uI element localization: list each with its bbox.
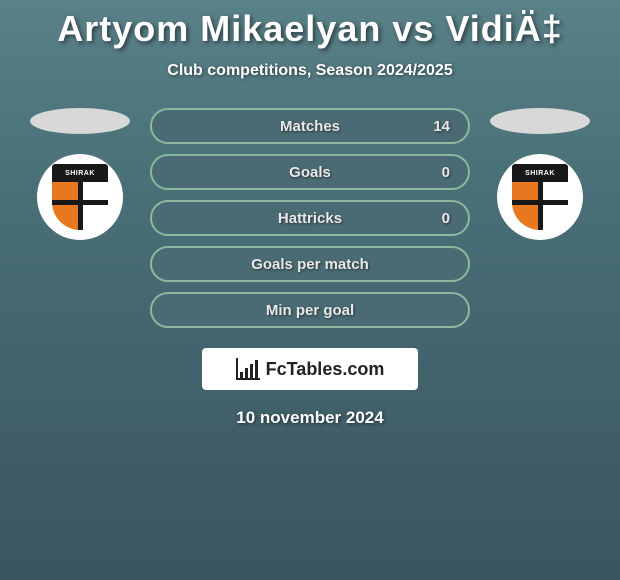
- site-logo[interactable]: FcTables.com: [202, 348, 418, 390]
- shield-icon: SHIRAK: [512, 164, 568, 230]
- badge-text: SHIRAK: [65, 170, 95, 177]
- club-badge-left: SHIRAK: [37, 154, 123, 240]
- stat-row-matches: Matches 14: [150, 108, 470, 144]
- stat-row-goals-per-match: Goals per match: [150, 246, 470, 282]
- stat-row-min-per-goal: Min per goal: [150, 292, 470, 328]
- stat-row-hattricks: Hattricks 0: [150, 200, 470, 236]
- stat-label: Goals: [289, 164, 331, 181]
- stat-value-right: 0: [442, 164, 450, 181]
- stat-label: Hattricks: [278, 210, 342, 227]
- stat-label: Matches: [280, 118, 340, 135]
- stat-value-right: 14: [433, 118, 450, 135]
- chart-icon: [236, 358, 260, 380]
- stat-row-goals: Goals 0: [150, 154, 470, 190]
- stat-value-right: 0: [442, 210, 450, 227]
- stat-label: Goals per match: [251, 256, 369, 273]
- player-left-oval: [30, 108, 130, 134]
- stats-list: Matches 14 Goals 0 Hattricks 0 Goals per…: [150, 108, 470, 328]
- page-subtitle: Club competitions, Season 2024/2025: [0, 62, 620, 80]
- page-title: Artyom Mikaelyan vs VidiÄ‡: [0, 0, 620, 50]
- stat-label: Min per goal: [266, 302, 354, 319]
- comparison-content: SHIRAK Matches 14 Goals 0 Hattricks 0 Go…: [0, 108, 620, 328]
- badge-text: SHIRAK: [525, 170, 555, 177]
- club-badge-right: SHIRAK: [497, 154, 583, 240]
- footer-date: 10 november 2024: [0, 408, 620, 428]
- player-right-oval: [490, 108, 590, 134]
- logo-text: FcTables.com: [266, 359, 385, 380]
- player-right-column: SHIRAK: [490, 108, 590, 240]
- shield-icon: SHIRAK: [52, 164, 108, 230]
- player-left-column: SHIRAK: [30, 108, 130, 240]
